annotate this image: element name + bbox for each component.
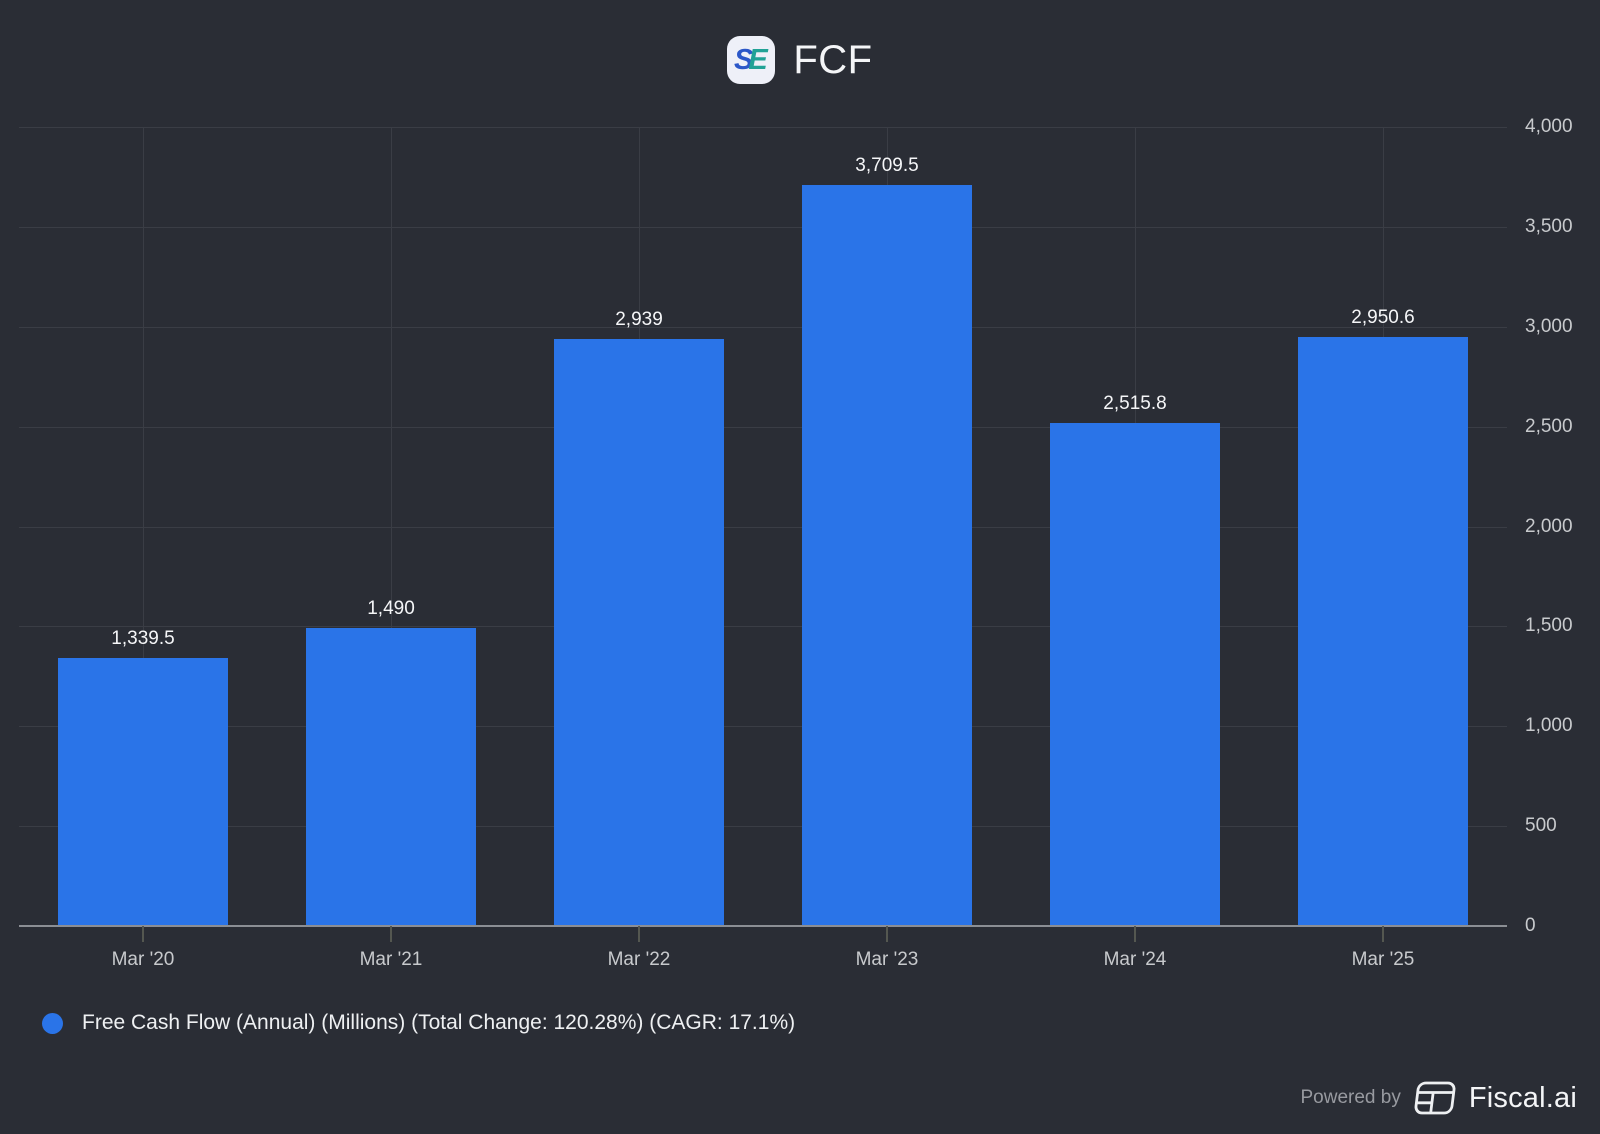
- bar-value-label: 1,339.5: [111, 628, 175, 649]
- bar-value-label: 1,490: [367, 598, 415, 619]
- h-gridline: [19, 327, 1507, 328]
- bar-value-label: 2,515.8: [1103, 393, 1167, 414]
- legend[interactable]: Free Cash Flow (Annual) (Millions) (Tota…: [42, 1011, 795, 1035]
- fiscal-table-icon: [1414, 1081, 1456, 1115]
- x-axis-label: Mar '22: [607, 949, 671, 970]
- logo-letter-e: E: [748, 43, 767, 76]
- x-axis-label: Mar '24: [1103, 949, 1167, 970]
- bar[interactable]: [58, 658, 228, 926]
- bar[interactable]: [802, 185, 972, 926]
- h-gridline: [19, 826, 1507, 827]
- v-gridline: [143, 127, 144, 926]
- powered-by-text: Powered by: [1300, 1087, 1401, 1108]
- bar[interactable]: [554, 339, 724, 926]
- bar-value-label: 2,939: [615, 309, 663, 330]
- brand-name[interactable]: Fiscal.ai: [1468, 1081, 1577, 1114]
- x-axis-tick: [886, 926, 888, 942]
- y-axis-label: 3,500: [1525, 216, 1573, 237]
- x-axis-line: [19, 925, 1507, 927]
- bar-value-label: 3,709.5: [855, 155, 919, 176]
- bar[interactable]: [306, 628, 476, 926]
- bar[interactable]: [1298, 337, 1468, 926]
- y-axis-label: 500: [1525, 815, 1557, 836]
- h-gridline: [19, 626, 1507, 627]
- x-axis-label: Mar '25: [1351, 949, 1415, 970]
- h-gridline: [19, 227, 1507, 228]
- h-gridline: [19, 427, 1507, 428]
- h-gridline: [19, 127, 1507, 128]
- legend-marker-icon: [42, 1012, 63, 1034]
- y-axis-label: 2,000: [1525, 516, 1573, 537]
- y-axis-label: 3,000: [1525, 316, 1573, 337]
- x-axis-tick: [1382, 926, 1384, 942]
- y-axis-label: 0: [1525, 915, 1536, 936]
- h-gridline: [19, 726, 1507, 727]
- y-axis-label: 2,500: [1525, 416, 1573, 437]
- x-axis-tick: [390, 926, 392, 942]
- y-axis-label: 1,000: [1525, 715, 1573, 736]
- v-gridline: [391, 127, 392, 926]
- chart-title: FCF: [793, 37, 873, 82]
- bar[interactable]: [1050, 423, 1220, 926]
- footer: Powered by Fiscal.ai: [1300, 1078, 1577, 1118]
- y-axis-label: 1,500: [1525, 615, 1573, 636]
- legend-label: Free Cash Flow (Annual) (Millions) (Tota…: [82, 1011, 796, 1034]
- x-axis-tick: [142, 926, 144, 942]
- logo-letter-s: S: [734, 43, 753, 76]
- y-axis-label: 4,000: [1525, 116, 1573, 137]
- x-axis-label: Mar '20: [111, 949, 175, 970]
- x-axis-tick: [1134, 926, 1136, 942]
- x-axis-label: Mar '23: [855, 949, 919, 970]
- h-gridline: [19, 527, 1507, 528]
- x-axis-tick: [638, 926, 640, 942]
- bar-value-label: 2,950.6: [1351, 307, 1415, 328]
- x-axis-label: Mar '21: [359, 949, 423, 970]
